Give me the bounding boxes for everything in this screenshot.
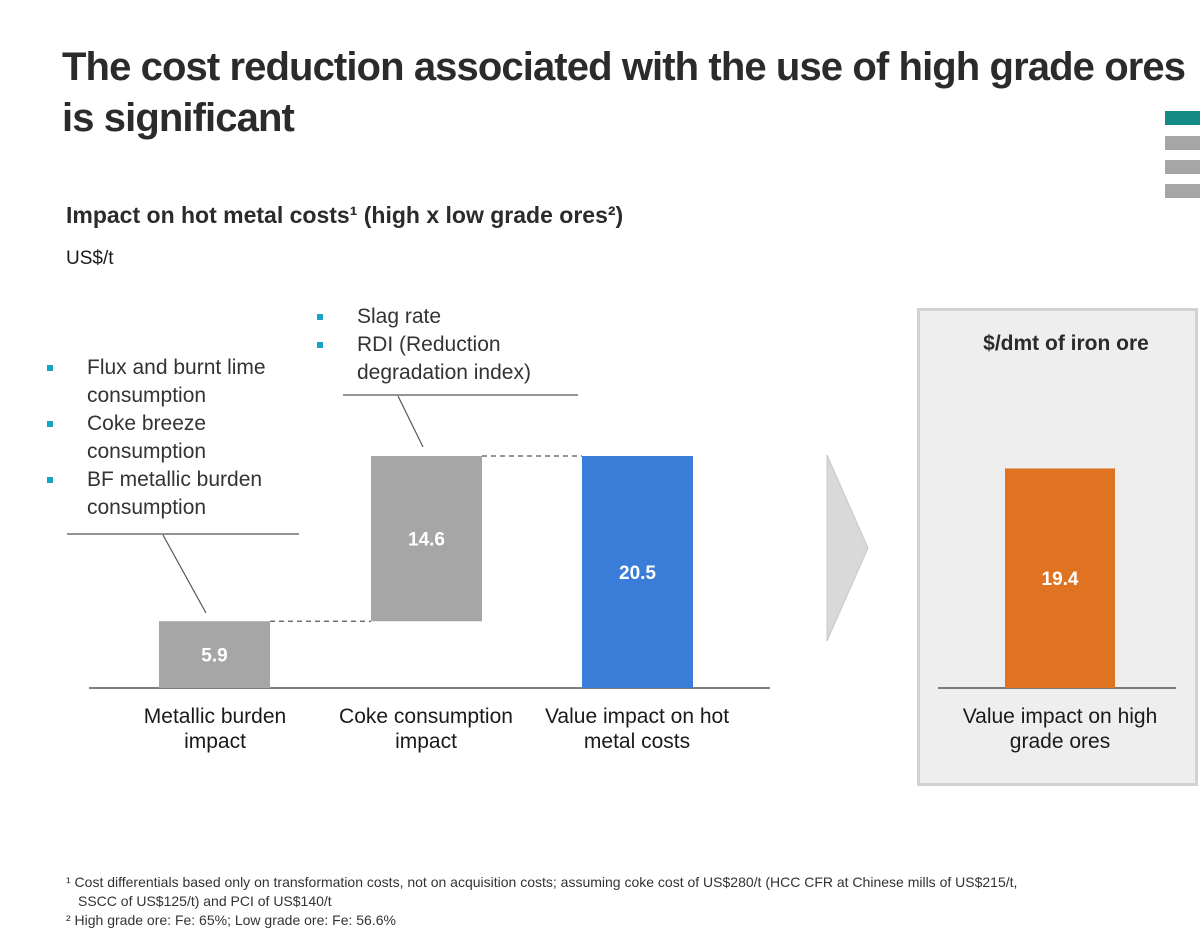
bar-2 xyxy=(371,456,482,622)
footnote-1-continued: SSCC of US$125/t) and PCI of US$140/t xyxy=(78,893,332,909)
bar-high-grade xyxy=(1005,468,1115,688)
page-title: The cost reduction associated with the u… xyxy=(62,42,1200,144)
coke-consumption-drivers: Slag rate RDI (Reduction degradation ind… xyxy=(317,303,579,387)
category-label-coke: Coke consumption impact xyxy=(339,705,513,753)
footnote-1: ¹ Cost differentials based only on trans… xyxy=(66,874,1018,890)
driver-item: BF metallic burden consumption xyxy=(47,466,302,522)
data-label-3: 20.5 xyxy=(619,563,656,584)
metallic-burden-drivers: Flux and burnt lime consumption Coke bre… xyxy=(47,354,302,522)
decor-bar-gray-3 xyxy=(1165,184,1200,198)
unit-label: US$/t xyxy=(66,248,114,269)
footnotes: ¹ Cost differentials based only on trans… xyxy=(66,873,1186,930)
page-title-line-2: is significant xyxy=(62,96,295,140)
decor-bar-teal xyxy=(1165,111,1200,125)
data-label-1: 5.9 xyxy=(201,646,227,667)
driver-item: Slag rate xyxy=(317,303,579,331)
decor-bar-gray-1 xyxy=(1165,136,1200,150)
callout-pointer xyxy=(397,395,424,448)
driver-item: RDI (Reduction degradation index) xyxy=(317,331,579,387)
category-label-metallic: Metallic burden impact xyxy=(143,705,287,753)
driver-item: Flux and burnt lime consumption xyxy=(47,354,302,410)
chart-title: Impact on hot metal costs¹ (high x low g… xyxy=(66,202,624,228)
driver-item: Coke breeze consumption xyxy=(47,410,302,466)
bar-3 xyxy=(582,456,693,688)
data-label-high-grade: 19.4 xyxy=(1042,569,1079,590)
page-title-line-1: The cost reduction associated with the u… xyxy=(62,45,1186,89)
category-label-total: Value impact on hot metal costs xyxy=(544,705,730,753)
decor-bar-gray-2 xyxy=(1165,160,1200,174)
iron-ore-panel-title: $/dmt of iron ore xyxy=(983,332,1149,355)
callout-pointer xyxy=(162,534,207,614)
bar-1 xyxy=(159,621,270,688)
chevron-arrow-icon xyxy=(826,454,869,642)
data-label-2: 14.6 xyxy=(408,530,445,551)
footnote-2: ² High grade ore: Fe: 65%; Low grade ore… xyxy=(66,912,396,928)
category-label-high-grade: Value impact on high grade ores xyxy=(962,705,1158,753)
